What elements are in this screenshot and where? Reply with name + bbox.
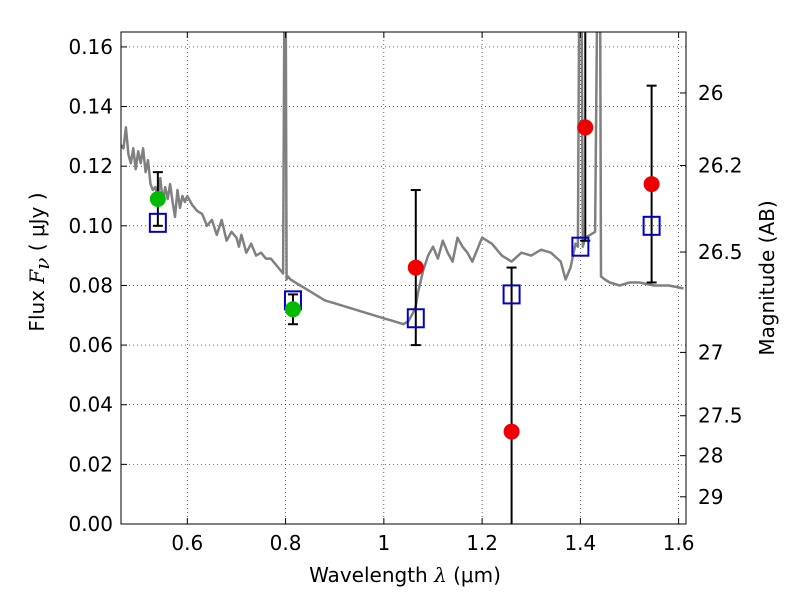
y-axis-label: Flux Fν ( μJy ) xyxy=(25,192,54,331)
y-tick-label: 0.12 xyxy=(68,154,113,178)
mag-tick-label: 28 xyxy=(698,444,723,468)
plot-area xyxy=(121,32,684,524)
model-spectrum-line xyxy=(121,32,684,326)
mag-tick-label: 27.5 xyxy=(698,404,743,428)
x-tick-label: 0.8 xyxy=(270,531,302,555)
mag-tick-label: 29 xyxy=(698,485,723,509)
nir-point xyxy=(407,259,424,276)
x-tick-label: 1.4 xyxy=(564,531,596,555)
mag-tick-label: 26.2 xyxy=(698,153,743,177)
model-flux-square xyxy=(502,284,521,305)
series-lines xyxy=(121,32,684,326)
model-flux-square xyxy=(642,215,661,236)
x-tick-label: 0.6 xyxy=(171,531,203,555)
mag-tick-label: 27 xyxy=(698,340,723,364)
x-axis-label: Wavelength λ (μm) xyxy=(309,563,501,587)
mag-tick-label: 26 xyxy=(698,81,723,105)
y-tick-label: 0.16 xyxy=(68,35,113,59)
model-flux-square xyxy=(406,308,425,329)
y-tick-label: 0.04 xyxy=(68,393,113,417)
y2-axis-label: Magnitude (AB) xyxy=(755,200,779,355)
mag-tick-label: 26.5 xyxy=(698,240,743,264)
y-tick-label: 0.02 xyxy=(68,452,113,476)
nir-point xyxy=(643,176,660,193)
nir-point xyxy=(503,423,520,440)
x-tick-label: 1.6 xyxy=(663,531,695,555)
x-tick-label: 1 xyxy=(377,531,390,555)
y-tick-label: 0.00 xyxy=(68,512,113,536)
y-tick-label: 0.08 xyxy=(68,273,113,297)
model-flux-square xyxy=(571,236,590,257)
x-tick-label: 1.2 xyxy=(466,531,498,555)
tick-labels: 0.6 0.8 1 1.2 1.4 1.6 0.00 0.02 0.04 0.06 0.08 0.10… xyxy=(68,35,742,555)
optical-point xyxy=(284,301,301,318)
optical-point xyxy=(149,190,166,207)
ticks xyxy=(121,32,686,525)
y-tick-label: 0.10 xyxy=(68,214,113,238)
plot-frame xyxy=(120,31,687,525)
y-tick-label: 0.06 xyxy=(68,333,113,357)
markers xyxy=(148,119,661,440)
nir-point xyxy=(577,119,594,136)
model-flux-square xyxy=(148,212,167,233)
y-tick-label: 0.14 xyxy=(68,95,113,119)
